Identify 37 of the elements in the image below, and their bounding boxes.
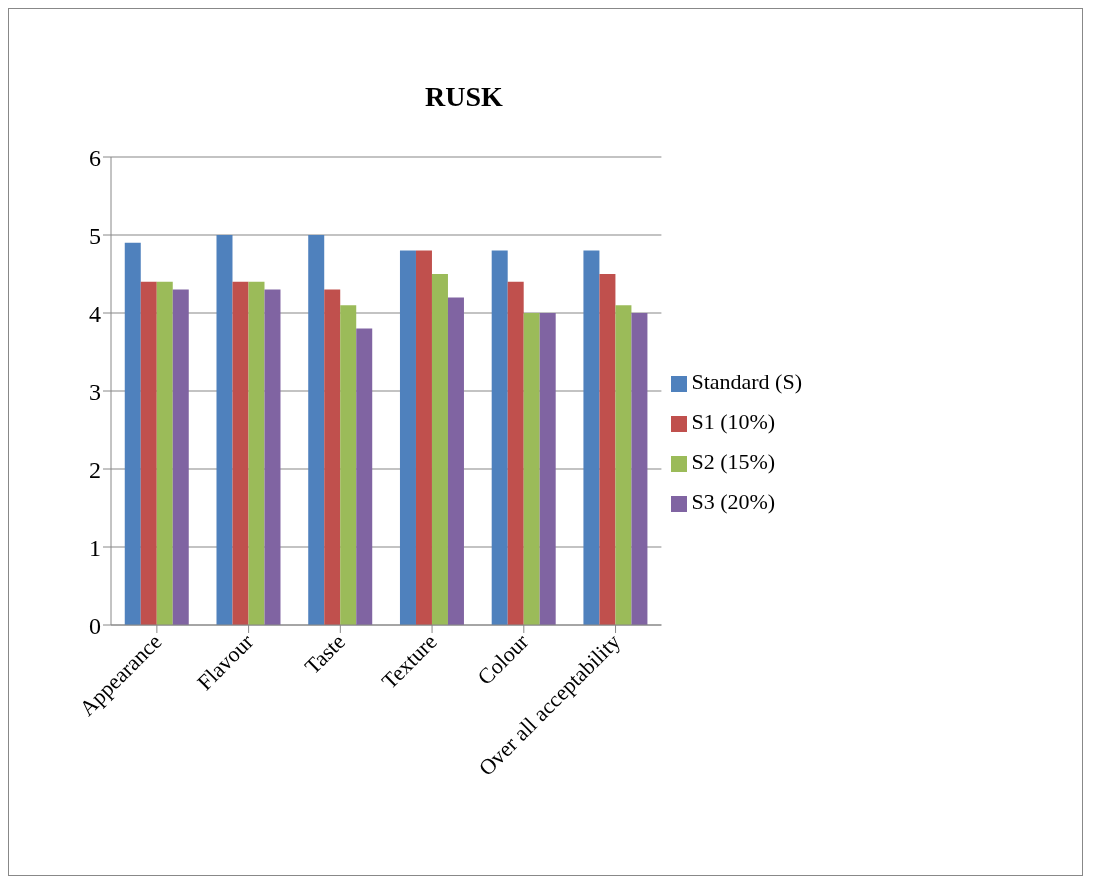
y-tick-label: 2 — [89, 456, 101, 483]
bar — [172, 289, 189, 625]
legend-label: S2 (15%) — [691, 449, 776, 474]
y-tick-label: 4 — [89, 300, 101, 327]
legend-label: S1 (10%) — [691, 409, 776, 434]
y-tick-label: 3 — [89, 378, 101, 405]
bar — [124, 242, 141, 625]
bar — [539, 313, 556, 625]
bar — [356, 328, 373, 625]
bar — [340, 305, 357, 625]
bar — [232, 281, 249, 625]
bar — [615, 305, 632, 625]
bar — [491, 250, 508, 625]
bar — [264, 289, 281, 625]
y-tick-label: 6 — [89, 144, 101, 171]
legend-label: S3 (20%) — [691, 489, 776, 514]
bar — [447, 297, 464, 625]
bar — [583, 250, 600, 625]
bar — [523, 313, 540, 625]
bar — [308, 235, 325, 625]
bar — [216, 235, 233, 625]
bar — [399, 250, 416, 625]
bar — [156, 281, 173, 625]
y-tick-label: 5 — [89, 222, 101, 249]
x-tick-label: Taste — [299, 628, 350, 680]
chart-title: RUSK — [424, 81, 504, 113]
bar — [140, 281, 157, 625]
bar — [248, 281, 265, 625]
bar — [415, 250, 432, 625]
bar — [431, 274, 448, 625]
bar — [507, 281, 524, 625]
y-tick-label: 0 — [89, 612, 101, 639]
bar — [599, 274, 616, 625]
bar — [324, 289, 341, 625]
bar — [631, 313, 648, 625]
y-tick-label: 1 — [89, 534, 101, 561]
legend-label: Standard (S) — [691, 369, 802, 394]
